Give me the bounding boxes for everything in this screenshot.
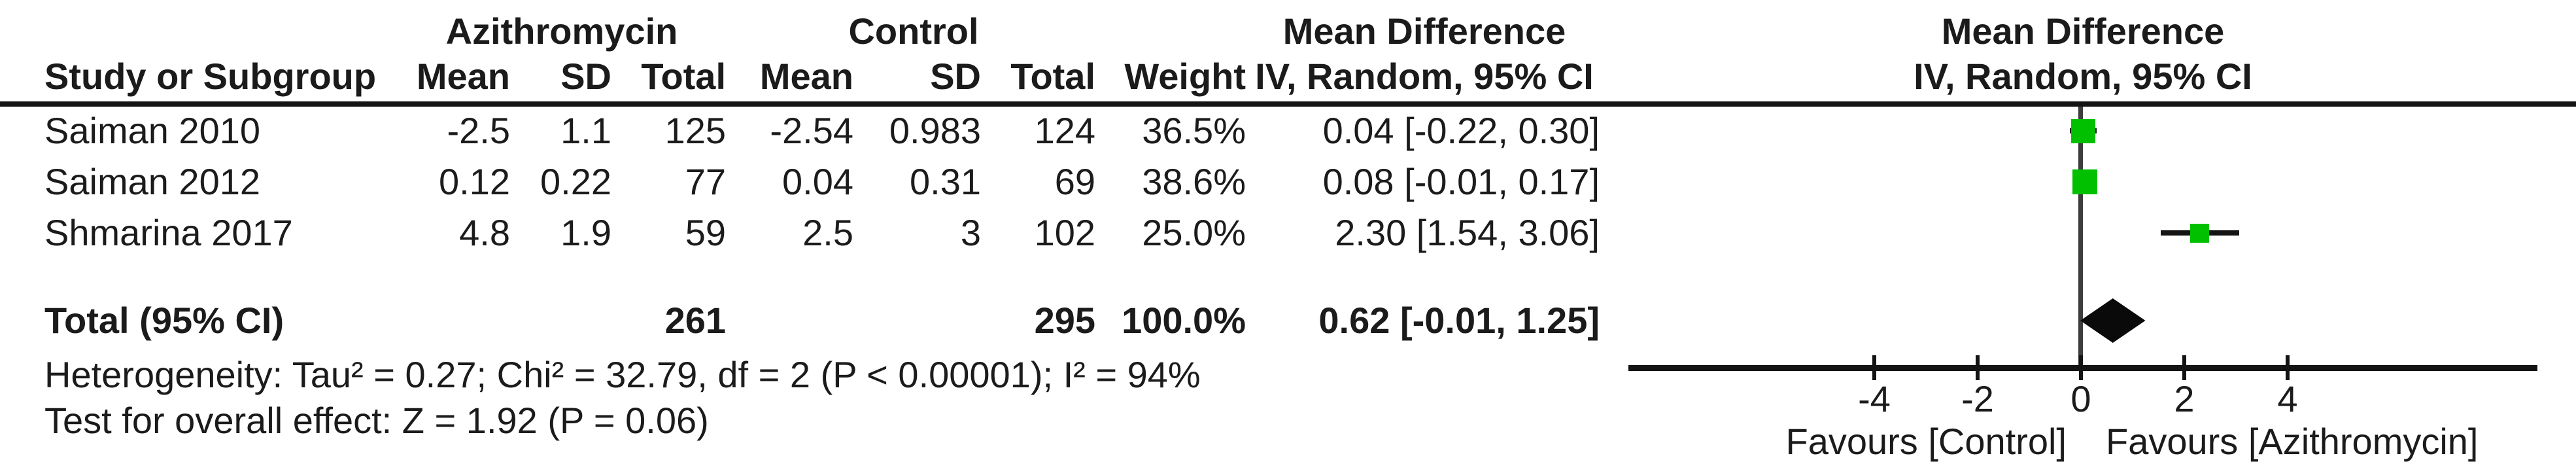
ctrl-total: 102: [1034, 212, 1095, 253]
axis-tick-label: -4: [1858, 378, 1891, 419]
ctrl-sd: 0.31: [910, 161, 981, 202]
axis-tick: [2079, 355, 2083, 380]
study-weight-square: [2072, 169, 2098, 194]
column-header-weight: Weight: [1124, 56, 1246, 97]
ctrl-mean: 2.5: [802, 212, 853, 253]
az-mean: -2.5: [447, 110, 511, 151]
study-name: Saiman 2010: [44, 110, 261, 151]
heterogeneity-stats: Heterogeneity: Tau² = 0.27; Chi² = 32.79…: [44, 354, 1201, 395]
ctrl-mean: 0.04: [782, 161, 853, 202]
ci-value: 0.08 [-0.01, 0.17]: [1322, 161, 1600, 202]
column-header-az-mean: Mean: [416, 56, 510, 97]
weight: 36.5%: [1142, 110, 1246, 151]
study-weight-square: [2070, 118, 2095, 143]
ctrl-total: 69: [1054, 161, 1095, 202]
column-header-ctrl-total: Total: [1010, 56, 1095, 97]
x-axis-label-right: Favours [Azithromycin]: [2106, 421, 2479, 462]
weight: 25.0%: [1142, 212, 1246, 253]
plot-header-mean-difference: Mean Difference: [1941, 10, 2225, 52]
az-mean: 0.12: [439, 161, 510, 202]
axis-tick: [2286, 355, 2290, 380]
total-diamond: [2080, 298, 2146, 343]
az-total: 77: [685, 161, 726, 202]
column-header-az-total: Total: [641, 56, 726, 97]
axis-tick-label: 4: [2277, 378, 2298, 419]
ctrl-sd: 3: [960, 212, 981, 253]
total-weight: 100.0%: [1122, 300, 1246, 341]
column-header-study: Study or Subgroup: [44, 56, 377, 97]
zero-effect-line: [2078, 107, 2083, 366]
axis-tick: [1872, 355, 1876, 380]
column-header-mean-difference: Mean Difference: [1282, 10, 1566, 52]
group-header-control: Control: [848, 10, 979, 52]
study-name: Saiman 2012: [44, 161, 261, 202]
study-weight-square: [2190, 223, 2210, 243]
total-ctrl-total: 295: [1034, 300, 1095, 341]
header-rule: [0, 101, 2576, 107]
az-sd: 1.1: [560, 110, 611, 151]
overall-effect-test: Test for overall effect: Z = 1.92 (P = 0…: [44, 400, 709, 441]
column-header-ctrl-mean: Mean: [759, 56, 853, 97]
ctrl-mean: -2.54: [770, 110, 853, 151]
x-axis-label-left: Favours [Control]: [1785, 421, 2067, 462]
total-ci-value: 0.62 [-0.01, 1.25]: [1318, 300, 1600, 341]
az-total: 59: [685, 212, 726, 253]
study-name: Shmarina 2017: [44, 212, 293, 253]
az-total: 125: [664, 110, 726, 151]
ci-value: 0.04 [-0.22, 0.30]: [1322, 110, 1600, 151]
ctrl-total: 124: [1034, 110, 1095, 151]
axis-tick-label: -2: [1961, 378, 1994, 419]
weight: 38.6%: [1142, 161, 1246, 202]
column-header-ctrl-sd: SD: [930, 56, 981, 97]
axis-tick-label: 0: [2070, 378, 2091, 419]
column-header-az-sd: SD: [560, 56, 611, 97]
az-sd: 1.9: [560, 212, 611, 253]
axis-tick: [1976, 355, 1980, 380]
ci-value: 2.30 [1.54, 3.06]: [1335, 212, 1600, 253]
az-sd: 0.22: [540, 161, 611, 202]
axis-tick-label: 2: [2174, 378, 2195, 419]
x-axis: [1628, 365, 2537, 371]
total-label: Total (95% CI): [44, 300, 284, 341]
total-az-total: 261: [664, 300, 726, 341]
ctrl-sd: 0.983: [889, 110, 981, 151]
plot-header-ci: IV, Random, 95% CI: [1914, 56, 2252, 97]
column-header-ci: IV, Random, 95% CI: [1255, 56, 1594, 97]
az-mean: 4.8: [459, 212, 510, 253]
group-header-azithromycin: Azithromycin: [445, 10, 678, 52]
axis-tick: [2182, 355, 2186, 380]
